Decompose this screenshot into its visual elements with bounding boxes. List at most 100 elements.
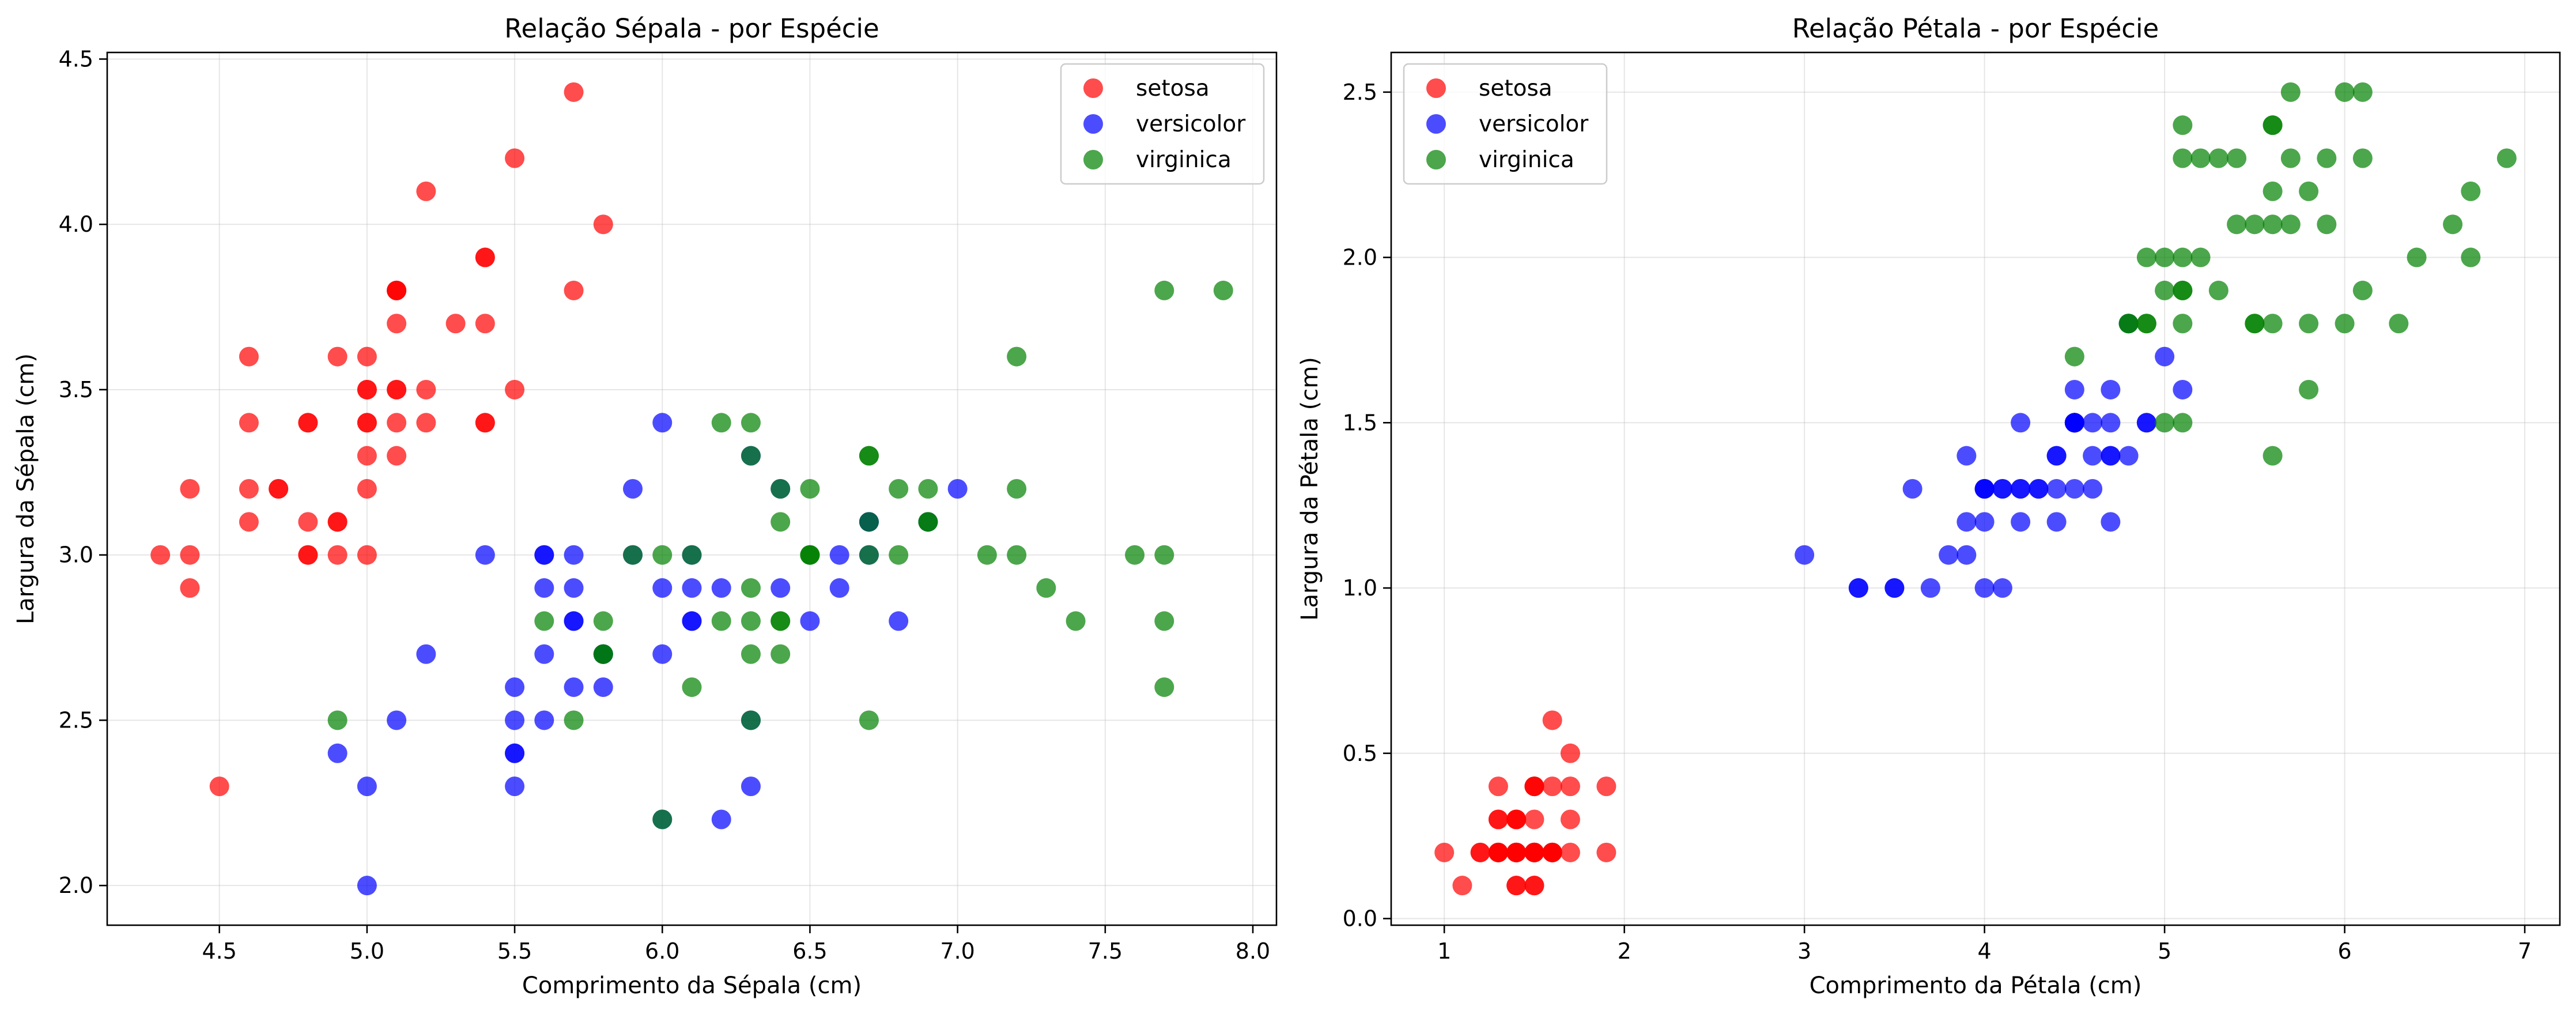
data-point-setosa <box>180 479 200 499</box>
data-point-versicolor <box>2136 413 2156 433</box>
data-point-versicolor <box>682 578 702 598</box>
data-point-versicolor <box>1956 446 1977 466</box>
data-point-virginica <box>741 413 761 433</box>
x-tick-label: 5 <box>2158 938 2171 964</box>
data-point-versicolor <box>652 644 673 664</box>
data-point-setosa <box>387 446 407 466</box>
data-point-setosa <box>416 413 436 433</box>
data-point-virginica <box>2317 214 2337 235</box>
plot-frame <box>1390 51 2561 926</box>
data-point-virginica <box>741 446 761 466</box>
legend-entry-setosa: setosa <box>1426 76 1553 101</box>
data-point-setosa <box>357 413 377 433</box>
data-point-versicolor <box>534 578 554 598</box>
data-point-virginica <box>859 446 879 466</box>
x-tick-label: 7 <box>2518 938 2532 964</box>
series-versicolor <box>1795 314 2193 598</box>
data-point-setosa <box>1560 743 1580 763</box>
data-point-versicolor <box>387 710 407 730</box>
data-point-versicolor <box>534 644 554 664</box>
data-point-setosa <box>564 82 584 102</box>
legend: setosa versicolor virginica <box>1060 63 1265 185</box>
data-point-virginica <box>2064 346 2084 367</box>
data-point-virginica <box>682 677 702 697</box>
data-point-virginica <box>741 611 761 631</box>
y-axis-label: Largura da Pétala (cm) <box>1297 357 1323 621</box>
y-tick-label: 4.5 <box>59 46 93 71</box>
data-point-virginica <box>2263 314 2283 334</box>
data-point-virginica <box>770 644 791 664</box>
data-point-virginica <box>1036 578 1056 598</box>
data-point-versicolor <box>416 644 436 664</box>
legend-marker-setosa <box>1426 78 1446 98</box>
data-point-setosa <box>1434 842 1455 862</box>
data-point-versicolor <box>564 578 584 598</box>
legend-label-virginica: virginica <box>1136 147 1232 173</box>
data-point-virginica <box>918 479 938 499</box>
series-setosa <box>150 82 613 797</box>
data-point-setosa <box>1596 842 1616 862</box>
data-point-versicolor <box>2101 413 2121 433</box>
data-point-virginica <box>770 611 791 631</box>
data-point-virginica <box>770 479 791 499</box>
data-point-virginica <box>534 611 554 631</box>
data-point-setosa <box>387 413 407 433</box>
x-axis-label: Comprimento da Sépala (cm) <box>522 972 862 999</box>
data-point-versicolor <box>1992 578 2012 598</box>
data-point-virginica <box>2173 115 2193 135</box>
data-point-setosa <box>239 479 259 499</box>
data-point-virginica <box>977 545 997 565</box>
data-point-virginica <box>918 512 938 532</box>
y-tick-label: 2.0 <box>1343 245 1377 270</box>
data-point-virginica <box>2118 314 2139 334</box>
x-tick-label: 4.5 <box>202 938 236 964</box>
data-point-versicolor <box>741 776 761 797</box>
legend-marker-versicolor <box>1083 114 1103 134</box>
data-point-virginica <box>2227 214 2247 235</box>
data-point-setosa <box>1542 710 1562 730</box>
plot-frame <box>106 51 1278 926</box>
data-point-versicolor <box>1974 578 1995 598</box>
data-point-versicolor <box>2173 379 2193 399</box>
data-point-versicolor <box>1795 545 1815 565</box>
legend-marker-virginica <box>1083 150 1103 169</box>
data-point-versicolor <box>1884 578 1905 598</box>
data-point-virginica <box>593 644 613 664</box>
data-point-versicolor <box>2083 413 2103 433</box>
data-point-virginica <box>2461 247 2481 267</box>
x-tick-label: 2 <box>1618 938 1631 964</box>
data-point-virginica <box>2389 314 2409 334</box>
data-point-setosa <box>416 379 436 399</box>
data-point-versicolor <box>327 743 348 763</box>
data-point-versicolor <box>2155 346 2175 367</box>
data-point-virginica <box>2443 214 2463 235</box>
data-point-virginica <box>889 479 909 499</box>
x-tick-label: 6.5 <box>792 938 827 964</box>
data-point-versicolor <box>2046 512 2067 532</box>
data-point-virginica <box>2317 148 2337 168</box>
data-point-virginica <box>1154 677 1174 697</box>
data-point-versicolor <box>2029 479 2049 499</box>
data-point-setosa <box>416 181 436 201</box>
legend-marker-setosa <box>1083 78 1103 98</box>
data-point-versicolor <box>2064 479 2084 499</box>
legend-label-setosa: setosa <box>1136 76 1210 101</box>
data-point-versicolor <box>1902 479 1922 499</box>
data-point-virginica <box>1154 611 1174 631</box>
data-point-virginica <box>1154 545 1174 565</box>
data-point-setosa <box>1488 809 1508 830</box>
data-point-virginica <box>2461 181 2481 201</box>
data-point-versicolor <box>2011 479 2031 499</box>
data-point-versicolor <box>2046 446 2067 466</box>
data-point-virginica <box>2263 214 2283 235</box>
data-point-virginica <box>1066 611 1086 631</box>
data-point-setosa <box>1506 809 1527 830</box>
x-tick-label: 4 <box>1978 938 1992 964</box>
legend-entry-versicolor: versicolor <box>1426 111 1589 137</box>
data-point-virginica <box>2352 148 2373 168</box>
series-setosa <box>1434 710 1616 896</box>
data-point-virginica <box>711 611 731 631</box>
data-point-virginica <box>1007 479 1027 499</box>
legend-entry-setosa: setosa <box>1083 76 1210 101</box>
axis-ticks: 4.5 5.0 5.5 6.0 6.5 7.0 7.5 8.0 2.0 2.5 3.0 3.5 4.0 4… <box>59 46 1271 964</box>
